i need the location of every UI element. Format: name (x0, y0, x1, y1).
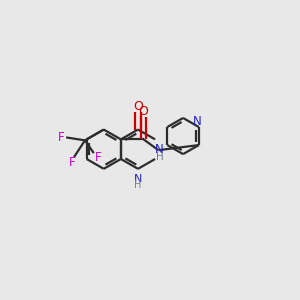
Text: O: O (139, 105, 148, 118)
Text: F: F (68, 156, 75, 169)
Text: N: N (193, 115, 201, 128)
Text: H: H (156, 152, 164, 162)
Text: N: N (134, 173, 142, 184)
Text: F: F (58, 131, 64, 144)
Text: O: O (133, 100, 143, 113)
Text: H: H (134, 179, 142, 190)
Text: N: N (155, 143, 164, 156)
Text: F: F (95, 151, 102, 164)
